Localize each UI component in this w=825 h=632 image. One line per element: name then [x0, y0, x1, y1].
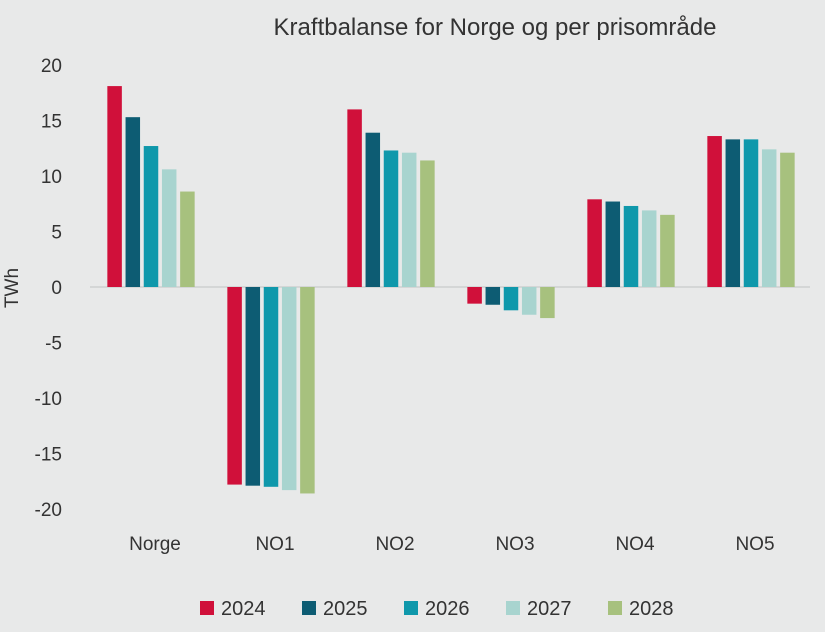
legend-swatch-2025	[302, 601, 316, 615]
bar-no1-2025	[245, 287, 261, 486]
bar-no4-2024	[587, 199, 602, 287]
bar-norge-2026	[143, 146, 159, 287]
legend: 2024 2025 2026 2027 2028	[200, 598, 674, 620]
bar-no4-2027	[641, 210, 657, 287]
x-tick-label: Norge	[129, 534, 181, 555]
bar-no3-2024	[467, 287, 482, 304]
chart-title: Kraftbalanse for Norge og per prisområde	[274, 14, 717, 41]
x-axis-ticks: Norge NO1 NO2 NO3 NO4 NO5	[129, 534, 774, 555]
bar-norge-2027	[161, 169, 177, 287]
x-tick-label: NO3	[495, 534, 534, 555]
y-axis-label: TWh	[2, 268, 23, 308]
y-axis-ticks: 20 15 10 5 0 -5 -10 -15 -20	[35, 56, 62, 521]
bar-no1-2026	[263, 287, 279, 487]
bar-norge-2028	[180, 191, 195, 287]
legend-label-2026: 2026	[425, 598, 470, 620]
bar-no2-2026	[383, 150, 399, 287]
x-tick-label: NO5	[735, 534, 774, 555]
bar-no4-2025	[605, 201, 621, 287]
y-tick-label: -15	[35, 445, 62, 466]
bar-no1-2027	[281, 287, 297, 491]
y-tick-label: 20	[41, 56, 62, 77]
legend-label-2027: 2027	[527, 598, 572, 620]
x-tick-label: NO2	[375, 534, 414, 555]
x-tick-label: NO1	[255, 534, 294, 555]
bar-no2-2028	[420, 160, 435, 287]
y-tick-label: 0	[51, 278, 62, 299]
y-tick-label: 15	[41, 112, 62, 133]
bar-norge-2024	[107, 86, 122, 287]
bar-no1-2024	[227, 287, 242, 485]
legend-swatch-2026	[404, 601, 418, 615]
legend-swatch-2028	[608, 601, 622, 615]
bar-no2-2024	[347, 109, 362, 288]
y-tick-label: -10	[35, 389, 62, 410]
bar-no4-2028	[660, 214, 675, 287]
legend-swatch-2024	[200, 601, 214, 615]
bar-no5-2028	[780, 152, 795, 287]
bar-no5-2024	[707, 136, 722, 287]
bar-no3-2026	[503, 287, 519, 311]
y-tick-label: 10	[41, 167, 62, 188]
bar-no3-2025	[485, 287, 501, 305]
bar-no1-2028	[300, 287, 315, 494]
legend-swatch-2027	[506, 601, 520, 615]
x-tick-label: NO4	[615, 534, 655, 555]
legend-label-2025: 2025	[323, 598, 368, 620]
bar-no3-2027	[521, 287, 537, 315]
bar-no2-2027	[401, 152, 417, 287]
bar-no4-2026	[623, 205, 639, 287]
y-tick-label: 5	[51, 223, 62, 244]
bar-no3-2028	[540, 287, 555, 319]
bar-no5-2025	[725, 139, 741, 287]
bars	[107, 86, 795, 494]
y-tick-label: -5	[45, 334, 62, 355]
bar-no5-2027	[761, 149, 777, 287]
bar-norge-2025	[125, 117, 141, 287]
y-tick-label: -20	[35, 500, 62, 521]
bar-no2-2025	[365, 132, 381, 287]
legend-label-2028: 2028	[629, 598, 674, 620]
bar-no5-2026	[743, 139, 759, 287]
legend-label-2024: 2024	[221, 598, 266, 620]
